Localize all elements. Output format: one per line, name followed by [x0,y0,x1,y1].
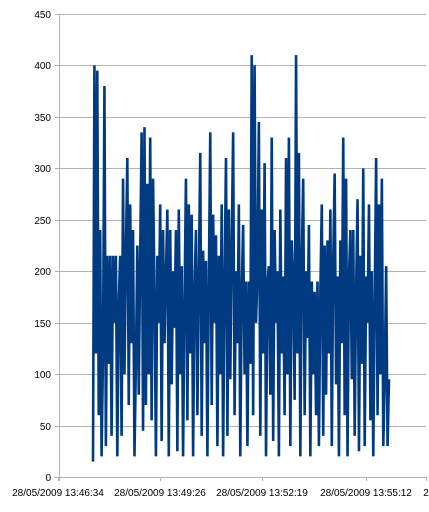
y-tick-label: 150 [34,319,51,330]
y-tick-label: 250 [34,216,51,227]
x-tick-label: 2 [423,488,429,499]
x-tick-label: 28/05/2009 13:49:26 [114,488,206,499]
y-tick-label: 50 [40,422,52,433]
axes [55,14,427,481]
y-tick-label: 0 [45,473,51,484]
series-layer [91,55,391,462]
data-series-line [91,55,391,462]
x-axis-tick-labels: 28/05/2009 13:46:34 28/05/2009 13:49:26 28… [12,488,429,499]
y-tick-label: 300 [34,164,51,175]
y-tick-label: 450 [34,10,51,21]
y-axis-tick-labels: 0 50 100 150 200 250 300 350 400 450 [34,10,51,484]
y-tick-label: 350 [34,113,51,124]
x-tick-label: 28/05/2009 13:46:34 [12,488,104,499]
x-tick-label: 28/05/2009 13:55:12 [320,488,412,499]
y-tick-label: 400 [34,61,51,72]
y-tick-label: 100 [34,370,51,381]
y-tick-label: 200 [34,267,51,278]
x-tick-label: 28/05/2009 13:52:19 [216,488,308,499]
